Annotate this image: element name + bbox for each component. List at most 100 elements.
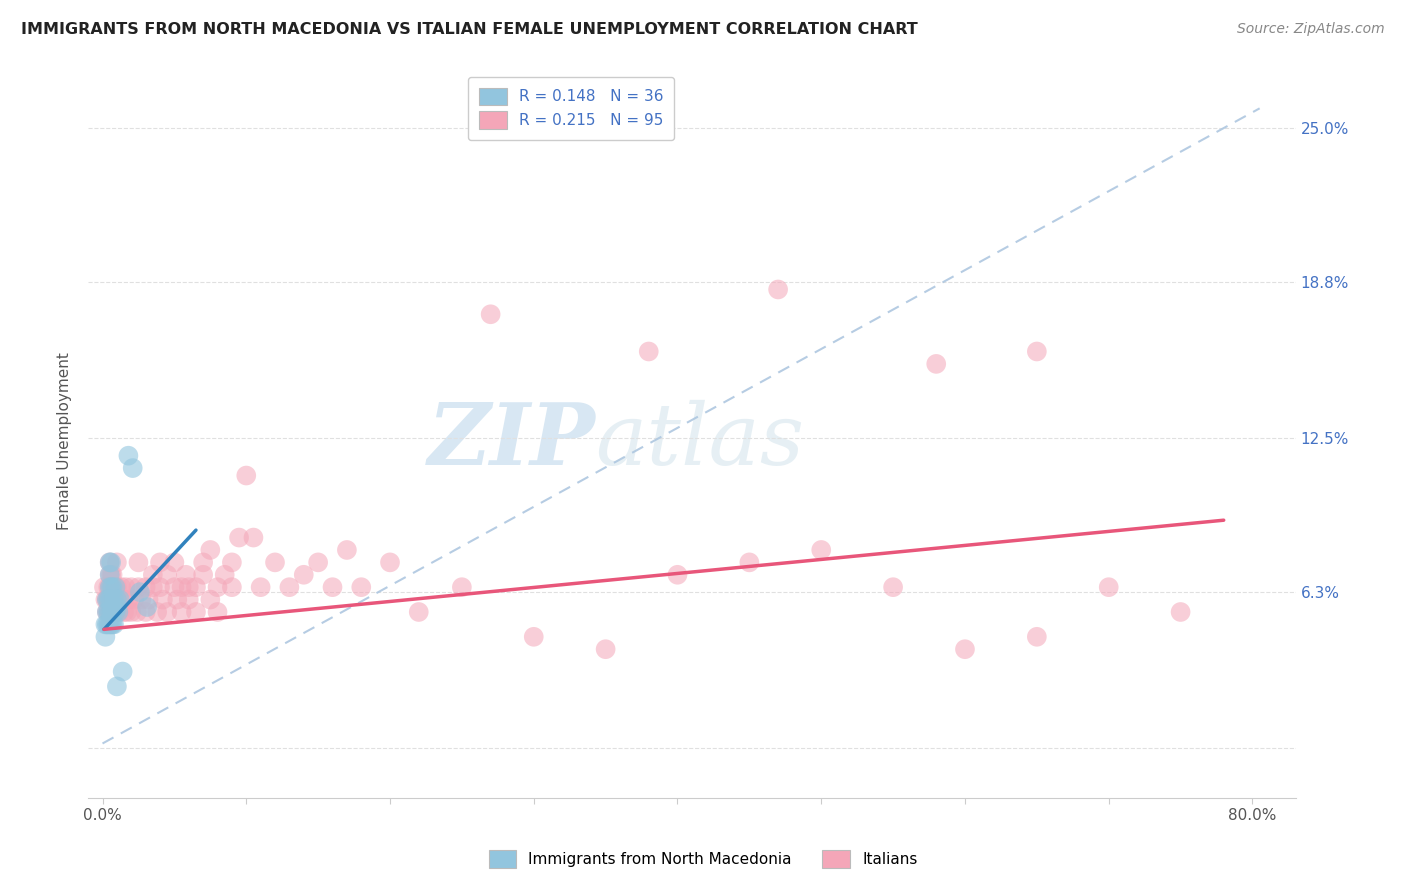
Point	[882, 580, 904, 594]
Point	[97, 592, 120, 607]
Point	[120, 605, 142, 619]
Point	[149, 580, 172, 594]
Point	[98, 605, 121, 619]
Point	[122, 592, 145, 607]
Point	[100, 555, 122, 569]
Point	[191, 555, 214, 569]
Point	[156, 605, 179, 619]
Point	[1025, 630, 1047, 644]
Point	[264, 555, 287, 569]
Point	[110, 580, 132, 594]
Point	[98, 567, 121, 582]
Point	[152, 592, 174, 607]
Point	[136, 600, 159, 615]
Point	[249, 580, 271, 594]
Point	[100, 580, 122, 594]
Point	[174, 567, 197, 582]
Y-axis label: Female Unemployment: Female Unemployment	[58, 351, 72, 530]
Point	[103, 617, 125, 632]
Point	[94, 592, 117, 607]
Point	[117, 592, 139, 607]
Point	[97, 617, 120, 632]
Point	[170, 605, 193, 619]
Point	[100, 592, 122, 607]
Point	[129, 585, 152, 599]
Point	[221, 555, 243, 569]
Point	[163, 555, 186, 569]
Point	[98, 555, 121, 569]
Point	[112, 592, 135, 607]
Point	[146, 605, 169, 619]
Point	[127, 580, 149, 594]
Point	[98, 617, 121, 632]
Point	[125, 605, 148, 619]
Text: ZIP: ZIP	[427, 399, 595, 483]
Point	[738, 555, 761, 569]
Point	[103, 580, 125, 594]
Text: atlas: atlas	[595, 400, 804, 483]
Point	[166, 592, 188, 607]
Point	[184, 605, 207, 619]
Point	[321, 580, 343, 594]
Point	[292, 567, 315, 582]
Text: IMMIGRANTS FROM NORTH MACEDONIA VS ITALIAN FEMALE UNEMPLOYMENT CORRELATION CHART: IMMIGRANTS FROM NORTH MACEDONIA VS ITALI…	[21, 22, 918, 37]
Point	[135, 605, 157, 619]
Point	[170, 580, 193, 594]
Point	[408, 605, 430, 619]
Point	[96, 605, 118, 619]
Point	[637, 344, 659, 359]
Point	[97, 592, 120, 607]
Point	[98, 555, 121, 569]
Point	[378, 555, 401, 569]
Point	[93, 580, 115, 594]
Point	[117, 449, 139, 463]
Point	[96, 605, 118, 619]
Point	[200, 592, 222, 607]
Point	[235, 468, 257, 483]
Point	[163, 580, 186, 594]
Point	[115, 605, 138, 619]
Point	[96, 592, 118, 607]
Point	[105, 600, 128, 615]
Point	[336, 543, 359, 558]
Point	[105, 555, 128, 569]
Point	[121, 461, 143, 475]
Point	[228, 531, 250, 545]
Point	[98, 580, 121, 594]
Point	[98, 592, 121, 607]
Point	[925, 357, 948, 371]
Point	[100, 605, 122, 619]
Point	[810, 543, 832, 558]
Point	[105, 605, 128, 619]
Point	[104, 605, 127, 619]
Point	[101, 617, 124, 632]
Point	[451, 580, 474, 594]
Point	[479, 307, 502, 321]
Point	[138, 592, 160, 607]
Point	[242, 531, 264, 545]
Point	[105, 592, 128, 607]
Point	[101, 592, 124, 607]
Point	[97, 605, 120, 619]
Point	[595, 642, 617, 657]
Point	[96, 617, 118, 632]
Point	[94, 617, 117, 632]
Point	[97, 580, 120, 594]
Point	[131, 592, 153, 607]
Point	[98, 605, 121, 619]
Point	[666, 567, 689, 582]
Point	[108, 592, 131, 607]
Point	[1170, 605, 1192, 619]
Point	[177, 580, 200, 594]
Legend: Immigrants from North Macedonia, Italians: Immigrants from North Macedonia, Italian…	[477, 838, 929, 880]
Point	[953, 642, 976, 657]
Point	[278, 580, 301, 594]
Point	[104, 580, 127, 594]
Point	[107, 605, 129, 619]
Point	[114, 580, 136, 594]
Point	[100, 617, 122, 632]
Point	[1025, 344, 1047, 359]
Point	[98, 580, 121, 594]
Point	[97, 605, 120, 619]
Point	[135, 580, 157, 594]
